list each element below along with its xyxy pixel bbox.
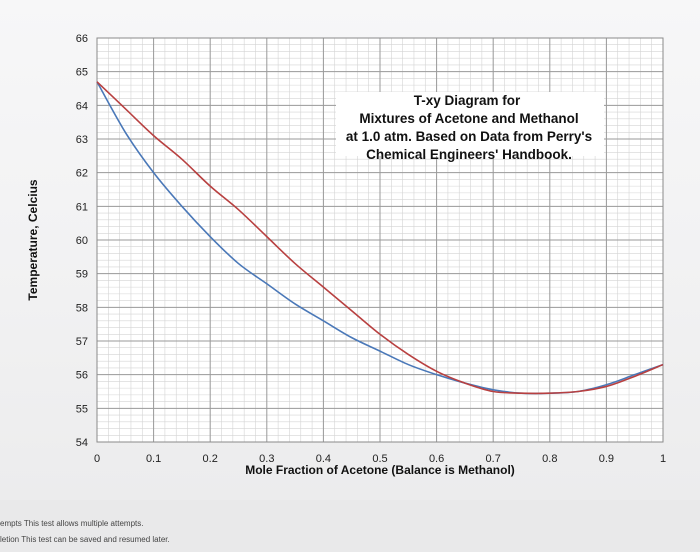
title-line-2: Mixtures of Acetone and Methanol: [359, 111, 578, 126]
y-tick-label: 59: [76, 269, 88, 281]
x-tick-label: 0.8: [542, 453, 557, 465]
y-tick-label: 64: [76, 100, 88, 112]
x-tick-label: 0.7: [486, 453, 501, 465]
y-tick-label: 58: [76, 302, 88, 314]
y-tick-label: 61: [76, 201, 88, 213]
x-tick-label: 0: [94, 453, 100, 465]
footer-attempts-note: empts This test allows multiple attempts…: [0, 519, 144, 528]
y-axis-title: Temperature, Celcius: [26, 179, 40, 300]
chart-area: 54 55 56 57 58 59 60 61 62 63 64 65 66 0 0.1 0.2 0.3 0.4…: [0, 0, 700, 500]
y-tick-label: 54: [76, 437, 88, 449]
title-background: [336, 92, 604, 156]
y-tick-label: 62: [76, 168, 88, 180]
y-tick-label: 55: [76, 403, 88, 415]
chart-title: T-xy Diagram for Mixtures of Acetone and…: [336, 92, 604, 162]
y-tick-labels: 54 55 56 57 58 59 60 61 62 63 64 65 66: [76, 33, 88, 449]
x-tick-label: 0.6: [429, 453, 444, 465]
x-tick-label: 0.2: [203, 453, 218, 465]
y-tick-label: 65: [76, 67, 88, 79]
title-line-3: at 1.0 atm. Based on Data from Perry's: [346, 129, 592, 144]
x-tick-labels: 0 0.1 0.2 0.3 0.4 0.5 0.6 0.7 0.8 0.9 1: [94, 453, 666, 465]
y-tick-label: 56: [76, 370, 88, 382]
footer-completion-note: letion This test can be saved and resume…: [0, 535, 170, 544]
title-line-1: T-xy Diagram for: [414, 93, 521, 108]
y-tick-label: 66: [76, 33, 88, 45]
x-tick-label: 0.4: [316, 453, 331, 465]
series-line-red: [96, 81, 664, 395]
title-line-4: Chemical Engineers' Handbook.: [366, 147, 572, 162]
x-axis-title: Mole Fraction of Acetone (Balance is Met…: [245, 463, 515, 477]
x-tick-label: 0.9: [599, 453, 614, 465]
x-tick-label: 0.1: [146, 453, 161, 465]
x-tick-label: 0.3: [259, 453, 274, 465]
x-tick-label: 1: [660, 453, 666, 465]
chart: 54 55 56 57 58 59 60 61 62 63 64 65 66 0 0.1 0.2 0.3 0.4…: [26, 33, 666, 477]
x-tick-label: 0.5: [372, 453, 387, 465]
plot-border: [96, 37, 664, 443]
y-tick-label: 60: [76, 235, 88, 247]
y-tick-label: 63: [76, 134, 88, 146]
series-layer: [96, 81, 664, 395]
y-tick-label: 57: [76, 336, 88, 348]
